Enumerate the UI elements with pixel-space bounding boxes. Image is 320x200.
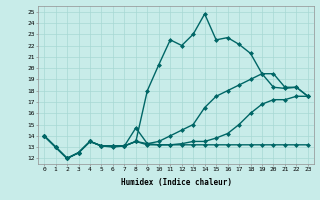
X-axis label: Humidex (Indice chaleur): Humidex (Indice chaleur) bbox=[121, 178, 231, 187]
